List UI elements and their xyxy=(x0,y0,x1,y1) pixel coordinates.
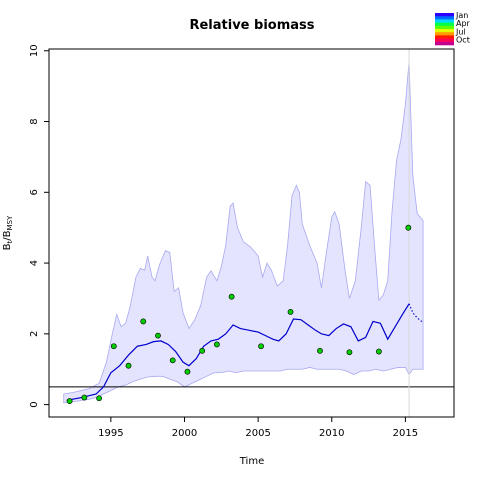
y-tick-label: 6 xyxy=(29,189,40,195)
x-tick-label: 2015 xyxy=(393,428,418,439)
legend-color-swatch xyxy=(435,16,454,20)
observation-point xyxy=(258,343,264,350)
legend-color-swatch xyxy=(435,19,454,23)
legend-color-swatch xyxy=(435,32,454,36)
observation-point xyxy=(110,343,117,350)
observation-point xyxy=(317,347,323,354)
x-tick-label: 1995 xyxy=(98,428,123,439)
observation-point xyxy=(81,394,88,401)
y-tick-label: 2 xyxy=(29,331,40,337)
y-axis: 0 2 4 6 8 10 xyxy=(29,44,49,408)
legend-label: Jul xyxy=(455,27,466,36)
observation-point xyxy=(375,348,382,355)
legend-label: Oct xyxy=(456,36,470,45)
observation-point xyxy=(66,398,73,404)
observation-point xyxy=(213,341,220,348)
observation-point xyxy=(228,293,235,300)
observation-point xyxy=(169,357,176,364)
legend-color-swatch xyxy=(435,38,454,43)
plot-frame xyxy=(48,48,455,418)
observation-point xyxy=(96,395,102,402)
legend-color-swatch xyxy=(435,41,454,46)
observation-point xyxy=(405,224,412,231)
y-tick-label: 4 xyxy=(29,260,40,266)
y-tick-label: 0 xyxy=(29,401,40,407)
chart-title: Relative biomass xyxy=(189,18,314,33)
median-prediction-line xyxy=(408,303,424,323)
legend-color-swatch xyxy=(435,13,454,17)
plot-area xyxy=(49,49,454,417)
y-tick-label: 10 xyxy=(29,44,40,57)
uncertainty-band xyxy=(63,61,424,404)
legend-color-swatch xyxy=(435,35,454,39)
legend-label: Apr xyxy=(456,19,471,28)
x-axis-label: Time xyxy=(239,456,264,467)
y-tick-label: 8 xyxy=(29,118,40,124)
median-line xyxy=(66,303,410,401)
legend-color-swatch xyxy=(435,25,454,30)
x-tick-label: 2005 xyxy=(245,428,270,439)
x-tick-label: 2010 xyxy=(319,428,344,439)
observation-point xyxy=(199,347,206,354)
observation-point xyxy=(184,368,191,375)
observation-point xyxy=(346,349,353,356)
legend-color-swatch xyxy=(435,29,454,33)
x-axis: 1995 2000 2005 2010 2015 xyxy=(98,417,418,439)
observation-point xyxy=(287,309,294,315)
legend-color-swatch xyxy=(435,22,454,27)
legend-label: Jan xyxy=(455,11,468,20)
x-tick-label: 2000 xyxy=(172,428,197,439)
observation-point xyxy=(155,332,161,339)
y-axis-label: Bt/BMSY xyxy=(2,215,14,250)
observation-point xyxy=(125,362,132,369)
observation-point xyxy=(140,318,147,325)
